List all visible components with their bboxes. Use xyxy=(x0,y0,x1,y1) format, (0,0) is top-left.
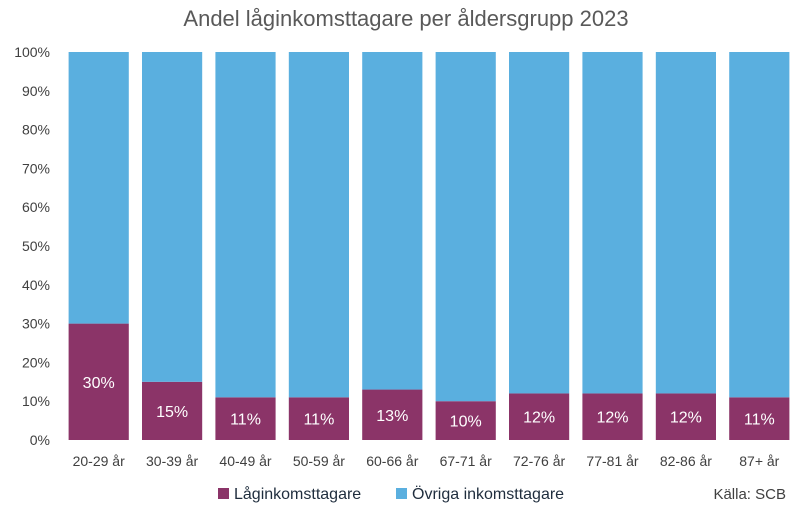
bar-laginkomsttagare xyxy=(68,323,129,440)
bars: 30% 15% 11% 11% 13% 10% 12% 12% 12% 11% xyxy=(68,52,790,440)
legend: Låginkomsttagare Övriga inkomsttagare xyxy=(218,485,564,503)
x-axis: 20-29 år 30-39 år 40-49 år 50-59 år 60-66 år… xyxy=(73,453,780,469)
x-tick-label: 30-39 år xyxy=(146,453,198,469)
y-tick-label: 10% xyxy=(22,393,50,409)
y-tick-label: 40% xyxy=(22,277,50,293)
data-label: 15% xyxy=(156,404,188,421)
data-label: 11% xyxy=(230,412,261,429)
y-tick-label: 70% xyxy=(22,160,50,176)
bar-laginkomsttagare xyxy=(215,397,276,440)
legend-swatch xyxy=(396,488,407,499)
x-tick-label: 87+ år xyxy=(739,453,779,469)
bar-laginkomsttagare xyxy=(509,393,570,440)
bar-ovriga-inkomsttagare xyxy=(68,52,129,324)
bar-laginkomsttagare xyxy=(729,397,790,440)
legend-label: Övriga inkomsttagare xyxy=(412,485,564,503)
bar-ovriga-inkomsttagare xyxy=(509,52,570,394)
x-tick-label: 82-86 år xyxy=(660,453,712,469)
data-label: 30% xyxy=(83,375,115,392)
x-tick-label: 50-59 år xyxy=(293,453,345,469)
y-tick-label: 100% xyxy=(14,44,50,60)
data-label: 11% xyxy=(744,412,775,429)
bar-ovriga-inkomsttagare xyxy=(655,52,716,394)
bar-laginkomsttagare xyxy=(582,393,643,440)
bar-ovriga-inkomsttagare xyxy=(362,52,423,390)
y-tick-label: 60% xyxy=(22,199,50,215)
bar-laginkomsttagare xyxy=(655,393,716,440)
data-label: 12% xyxy=(596,410,628,427)
data-label: 12% xyxy=(523,410,555,427)
y-tick-label: 30% xyxy=(22,316,50,332)
bar-ovriga-inkomsttagare xyxy=(582,52,643,394)
bar-ovriga-inkomsttagare xyxy=(288,52,349,398)
y-tick-label: 90% xyxy=(22,83,50,99)
legend-label: Låginkomsttagare xyxy=(234,485,361,503)
data-label: 12% xyxy=(670,410,702,427)
bar-ovriga-inkomsttagare xyxy=(435,52,496,402)
x-tick-label: 60-66 år xyxy=(366,453,418,469)
x-tick-label: 77-81 år xyxy=(586,453,638,469)
y-tick-label: 20% xyxy=(22,354,50,370)
x-tick-label: 67-71 år xyxy=(440,453,492,469)
data-label: 10% xyxy=(450,414,482,431)
legend-swatch xyxy=(218,488,229,499)
y-tick-label: 50% xyxy=(22,238,50,254)
chart-title: Andel låginkomsttagare per åldersgrupp 2… xyxy=(183,6,628,31)
bar-laginkomsttagare xyxy=(142,381,203,440)
y-tick-label: 80% xyxy=(22,122,50,138)
x-tick-label: 40-49 år xyxy=(219,453,271,469)
data-label: 13% xyxy=(376,408,408,425)
bar-ovriga-inkomsttagare xyxy=(215,52,276,398)
y-axis: 0% 10% 20% 30% 40% 50% 60% 70% 80% 90% 100% xyxy=(14,44,50,448)
bar-ovriga-inkomsttagare xyxy=(142,52,203,382)
bar-laginkomsttagare xyxy=(288,397,349,440)
x-tick-label: 20-29 år xyxy=(73,453,125,469)
y-tick-label: 0% xyxy=(30,432,50,448)
bar-laginkomsttagare xyxy=(362,389,423,440)
bar-ovriga-inkomsttagare xyxy=(729,52,790,398)
source-label: Källa: SCB xyxy=(713,486,786,503)
data-label: 11% xyxy=(303,412,334,429)
x-tick-label: 72-76 år xyxy=(513,453,565,469)
bar-laginkomsttagare xyxy=(435,401,496,440)
